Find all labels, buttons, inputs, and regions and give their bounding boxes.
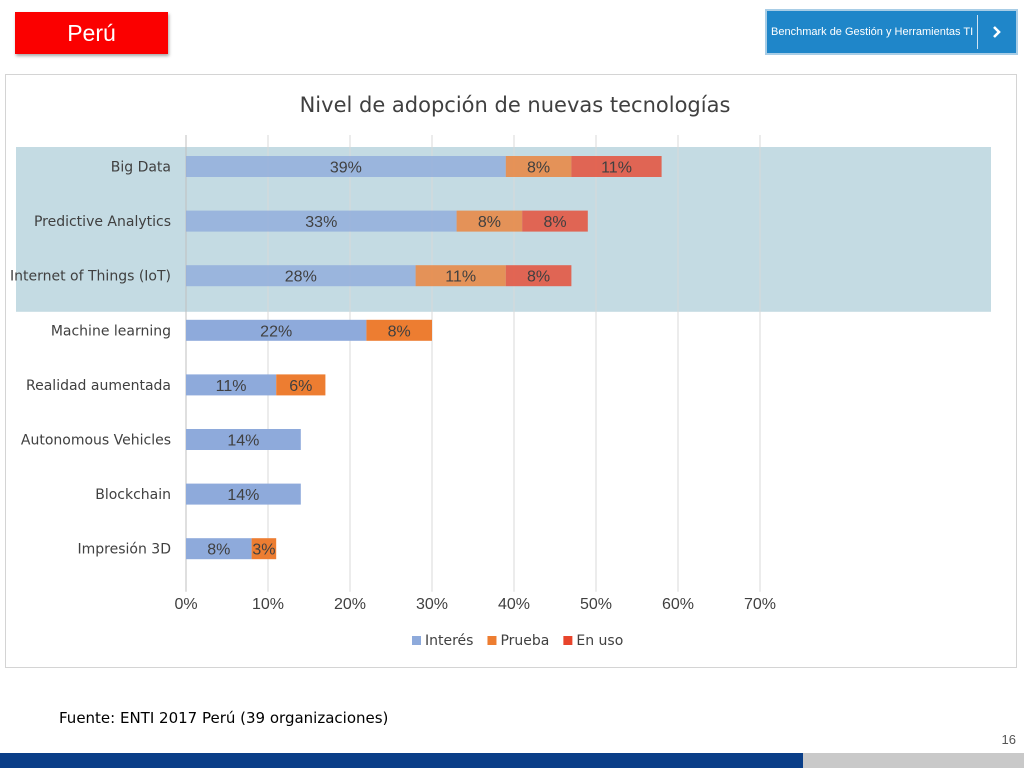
category-label: Big Data (111, 160, 171, 176)
data-label: 39% (330, 160, 362, 177)
legend-prueba: Prueba (500, 633, 549, 649)
category-label: Predictive Analytics (34, 214, 171, 230)
x-tick-label: 10% (252, 596, 284, 613)
category-label: Blockchain (95, 487, 171, 503)
category-label: Autonomous Vehicles (21, 433, 171, 449)
bar-interes (186, 265, 416, 287)
data-label: 14% (227, 433, 259, 450)
data-label: 8% (527, 269, 550, 286)
bar-prueba (276, 374, 326, 396)
bar-interes (186, 374, 277, 396)
x-tick-label: 0% (174, 596, 197, 613)
bar-en-uso (571, 156, 662, 177)
data-label: 3% (252, 542, 275, 559)
adoption-chart: Nivel de adopción de nuevas tecnologías B… (10, 93, 991, 649)
data-label: 22% (260, 323, 292, 340)
bar-prueba (251, 538, 277, 560)
data-label: 8% (543, 214, 566, 231)
benchmark-nav-button[interactable]: Benchmark de Gestión y Herramientas TI (765, 9, 1018, 55)
bar-prueba (505, 156, 572, 177)
chart-title: Nivel de adopción de nuevas tecnologías (300, 93, 731, 117)
category-label: Impresión 3D (78, 542, 171, 558)
data-label: 6% (289, 378, 312, 395)
footer-bar-grey (803, 753, 1024, 768)
bar-interes (186, 483, 301, 505)
data-label: 11% (601, 160, 632, 177)
bar-interes (186, 156, 506, 177)
x-tick-label: 20% (334, 596, 366, 613)
legend-en-uso-swatch (563, 636, 573, 645)
category-label: Machine learning (51, 323, 171, 339)
x-tick-label: 40% (498, 596, 530, 613)
data-label: 14% (227, 487, 259, 504)
x-tick-label: 30% (416, 596, 448, 613)
benchmark-label: Benchmark de Gestión y Herramientas TI (771, 26, 974, 38)
source-note: Fuente: ENTI 2017 Perú (39 organizacione… (59, 709, 389, 727)
bar-prueba (456, 210, 523, 232)
x-tick-label: 60% (662, 596, 694, 613)
button-divider (977, 15, 978, 49)
data-label: 8% (478, 214, 501, 231)
chevron-right-icon (978, 26, 1016, 38)
legend-interes: Interés (425, 633, 473, 649)
country-tag: Perú (15, 12, 168, 54)
data-label: 33% (305, 214, 337, 231)
legend-en-uso: En uso (576, 633, 623, 649)
data-label: 28% (285, 269, 317, 286)
bar-interes (186, 538, 252, 560)
data-label: 11% (445, 269, 476, 286)
x-tick-label: 50% (580, 596, 612, 613)
bar-interes (186, 429, 301, 450)
bar-en-uso (522, 210, 588, 232)
bar-interes (186, 210, 457, 232)
bar-prueba (415, 265, 506, 287)
data-label: 8% (207, 542, 230, 559)
footer-bar (0, 753, 803, 768)
x-tick-label: 70% (744, 596, 776, 613)
bar-interes (186, 319, 367, 341)
category-label: Internet of Things (IoT) (10, 269, 171, 285)
data-label: 8% (527, 160, 550, 177)
chart-frame: Nivel de adopción de nuevas tecnologías B… (5, 74, 1017, 668)
category-label: Realidad aumentada (26, 378, 171, 394)
data-label: 11% (216, 378, 247, 395)
bar-en-uso (505, 265, 572, 287)
legend-interes-swatch (412, 636, 421, 645)
data-label: 8% (388, 323, 411, 340)
legend-prueba-swatch (487, 636, 497, 645)
bar-prueba (366, 319, 432, 341)
page-number: 16 (1001, 732, 1016, 747)
